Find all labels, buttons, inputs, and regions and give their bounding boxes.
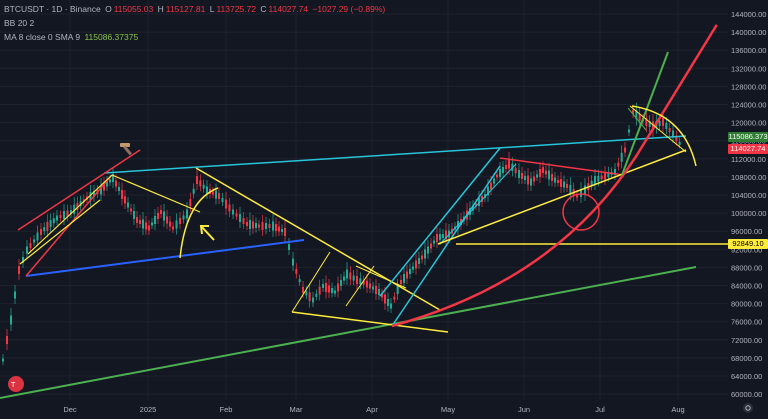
time-tick-label: Dec <box>63 405 77 414</box>
price-tick-label: 88000.00 <box>731 263 762 272</box>
red-circle-marker <box>562 193 600 231</box>
time-tick-label: Jun <box>518 405 530 414</box>
green-top-line-1 <box>627 107 647 131</box>
price-tick-label: 132000.00 <box>731 64 766 73</box>
price-tick-label: 112000.00 <box>731 155 766 164</box>
ma-label: MA 8 close 0 SMA 9 <box>4 32 81 42</box>
price-tick-label: 76000.00 <box>731 318 762 327</box>
yellow-top-arc <box>631 105 697 167</box>
time-tick-label: Jul <box>595 405 605 414</box>
low-label: L <box>209 4 215 14</box>
open-label: O <box>105 4 112 14</box>
price-tick-label: 124000.00 <box>731 101 766 110</box>
chart-grid <box>0 0 728 400</box>
high-value: 115127.81 <box>165 4 206 14</box>
price-tick-label: 68000.00 <box>731 354 762 363</box>
time-tick-label: 2025 <box>140 405 157 414</box>
time-tick-label: Aug <box>671 405 684 414</box>
price-tick-label: 84000.00 <box>731 282 762 291</box>
yellow-rising-support <box>437 149 687 245</box>
price-tick-label: 140000.00 <box>731 28 766 37</box>
yellow-wedge-mid-2 <box>345 265 375 307</box>
close-value: 114027.74 <box>268 4 309 14</box>
price-tick-label: 104000.00 <box>731 191 766 200</box>
drawings-layer <box>0 24 728 399</box>
cyan-channel-lower <box>391 165 501 327</box>
close-label: C <box>260 4 267 14</box>
open-value: 115055.03 <box>113 4 154 14</box>
blue-trendline <box>25 239 305 277</box>
price-tick-label: 100000.00 <box>731 209 766 218</box>
high-label: H <box>157 4 164 14</box>
price-axis: 144000.00 140000.00 136000.00 132000.00 1280… <box>731 10 766 399</box>
time-tick-label: Apr <box>366 405 378 414</box>
price-tick-label: 72000.00 <box>731 336 762 345</box>
arrow-icon <box>199 225 215 241</box>
tradingview-logo-icon: T <box>8 376 24 392</box>
price-tick-label: 144000.00 <box>731 10 766 19</box>
yellow-wedge-mid-3 <box>355 265 407 289</box>
time-tick-label: May <box>441 405 455 414</box>
price-tick-label: 136000.00 <box>731 46 766 55</box>
support-price-tag: 92849.10 <box>728 239 768 249</box>
price-tick-label: 108000.00 <box>731 173 766 182</box>
svg-text:T: T <box>11 382 16 389</box>
price-tick-label: 128000.00 <box>731 82 766 91</box>
price-tick-label: 60000.00 <box>731 390 762 399</box>
bb-label: BB 20 2 <box>4 18 35 28</box>
yellow-wedge-mid-1 <box>291 251 331 313</box>
yellow-descending-1 <box>111 174 201 213</box>
ohlc-header: BTCUSDT · 1D · Binance O 115055.03 H 11512… <box>4 4 387 15</box>
yellow-arc-1 <box>179 187 219 259</box>
yellow-channel-upper <box>27 174 113 255</box>
ma-indicator-label[interactable]: MA 8 close 0 SMA 9 115086.37375 <box>4 32 140 43</box>
hammer-icon <box>120 143 132 156</box>
red-channel-upper <box>17 149 141 231</box>
price-tick-label: 80000.00 <box>731 300 762 309</box>
yellow-top-line-1 <box>629 105 687 153</box>
symbol-label[interactable]: BTCUSDT · 1D · Binance <box>4 4 101 14</box>
time-tick-label: Mar <box>290 405 303 414</box>
price-tick-label: 64000.00 <box>731 372 762 381</box>
close-price-tag: 114027.74 <box>728 144 768 154</box>
price-tick-label: 96000.00 <box>731 227 762 236</box>
yellow-wedge-upper <box>195 167 441 311</box>
change-value: −1027.29 (−0.89%) <box>312 4 386 14</box>
red-resistance-line <box>499 157 625 176</box>
price-tick-label: 120000.00 <box>731 119 766 128</box>
green-trendline <box>0 266 697 399</box>
ma-price-tag: 115086.373 <box>728 132 768 142</box>
red-parabolic-curve <box>391 24 718 328</box>
cyan-channel-upper <box>379 147 501 297</box>
price-tick-label: 92000.00 <box>731 245 762 254</box>
time-tick-label: Feb <box>220 405 233 414</box>
low-value: 113725.72 <box>216 4 256 14</box>
settings-icon[interactable] <box>743 403 753 413</box>
yellow-wedge-lower <box>291 311 449 333</box>
cyan-resistance-line <box>103 135 687 174</box>
cyan-channel-inner <box>439 163 517 245</box>
yellow-channel-lower <box>19 199 101 265</box>
time-axis: Dec 2025 Feb Mar Apr May Jun Jul Aug <box>63 405 684 414</box>
candlesticks <box>2 102 681 365</box>
green-spike-line <box>621 51 669 176</box>
bb-indicator-label[interactable]: BB 20 2 <box>4 18 36 29</box>
ma-value: 115086.37375 <box>84 32 139 42</box>
